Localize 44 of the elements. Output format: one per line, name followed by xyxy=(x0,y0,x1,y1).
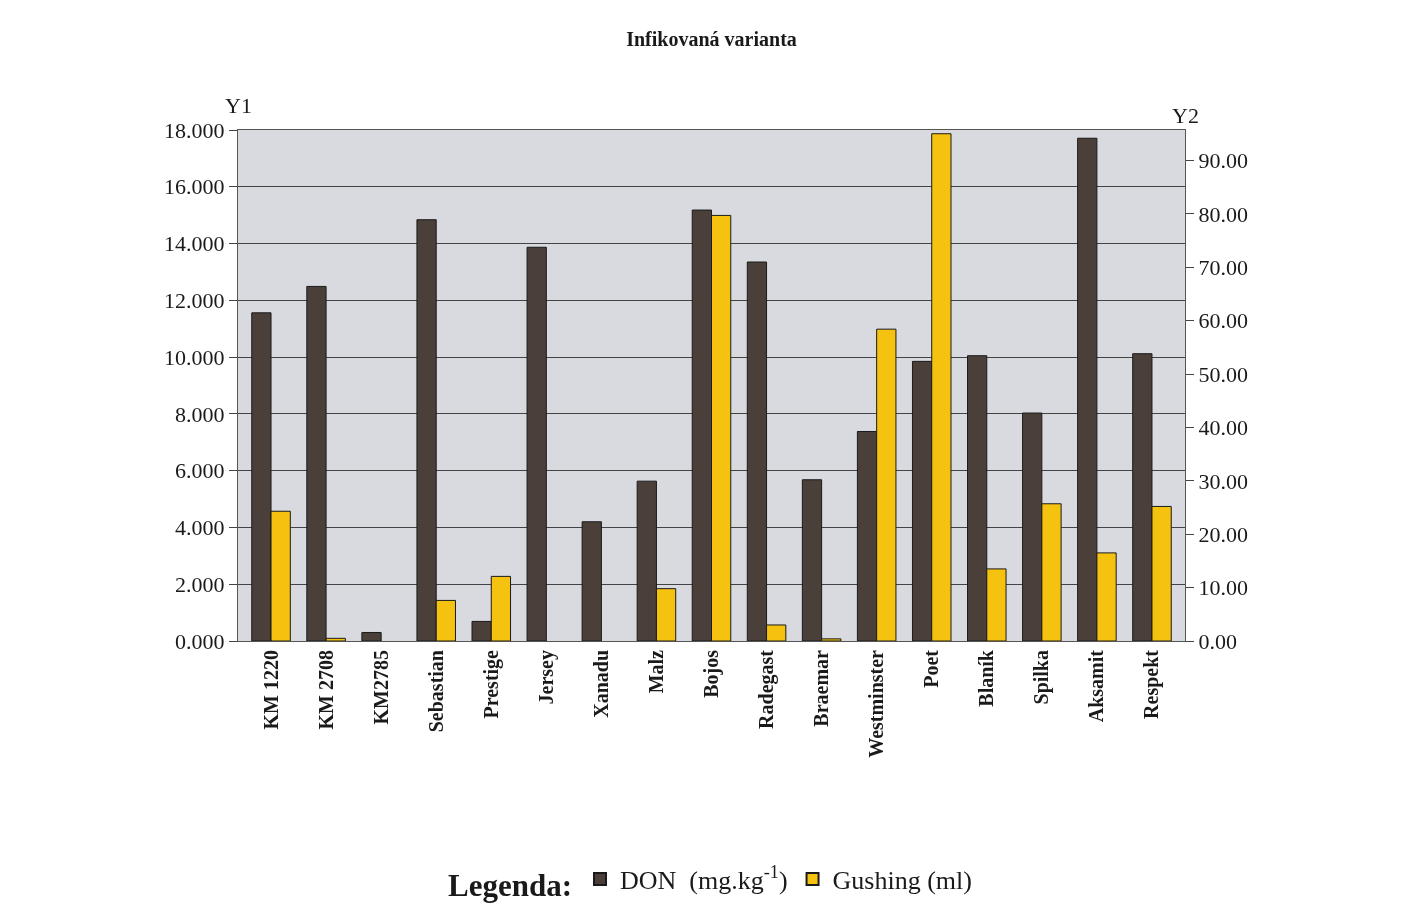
chart-title: Infikovaná varianta xyxy=(626,28,797,51)
y2-tick-label: 80.00 xyxy=(1198,201,1248,227)
y2-tick-label: 20.00 xyxy=(1198,521,1248,547)
x-tick-label: Prestige xyxy=(479,649,503,719)
y-tick-label: 4.000 xyxy=(175,515,225,541)
x-tick-label: KM2785 xyxy=(369,650,392,725)
x-tick-label: Xanadu xyxy=(589,650,612,718)
x-tick-label: Sebastian xyxy=(424,650,447,733)
bar xyxy=(361,631,382,641)
x-tick-label: Aksamit xyxy=(1085,649,1108,723)
y2-tick-label: 90.00 xyxy=(1198,148,1248,174)
x-tick-label: Blaník xyxy=(975,649,998,707)
x-tick-label: Braemar xyxy=(810,649,833,727)
legend-title: Legenda: xyxy=(448,867,572,903)
y2-tick-label: 50.00 xyxy=(1198,361,1248,387)
y2-tick-label: 0.00 xyxy=(1198,628,1237,654)
y-tick-label: 12.000 xyxy=(164,288,225,314)
legend-label: Gushing (ml) xyxy=(832,866,972,896)
x-tick-label: Westminster xyxy=(865,649,888,758)
y-tick-label: 10.000 xyxy=(164,344,225,370)
x-tick-label: Spilka xyxy=(1030,650,1054,705)
x-tick-label: Malz xyxy=(644,649,667,694)
y-tick-label: 14.000 xyxy=(164,231,225,257)
y2-tick-label: 70.00 xyxy=(1198,254,1248,280)
x-tick-label: KM 2708 xyxy=(314,650,337,730)
y2-tick-label: 30.00 xyxy=(1198,468,1248,494)
y-tick-label: 6.000 xyxy=(175,458,225,484)
y-tick-label: 2.000 xyxy=(175,571,225,597)
y2-tick-label: 60.00 xyxy=(1198,308,1248,334)
y2-axis-title: Y2 xyxy=(1172,103,1199,128)
y2-tick-label: 10.00 xyxy=(1198,575,1248,601)
y2-tick-label: 40.00 xyxy=(1198,415,1248,441)
y-tick-label: 18.000 xyxy=(164,117,225,143)
x-tick-label: Poet xyxy=(920,649,943,688)
x-tick-label: Jersey xyxy=(534,650,558,705)
x-tick-label: KM 1220 xyxy=(259,650,282,730)
x-tick-label: Bojos xyxy=(700,649,723,698)
y-tick-label: 16.000 xyxy=(164,174,225,200)
y-axis-title: Y1 xyxy=(225,93,252,118)
y-tick-label: 0.000 xyxy=(175,628,225,654)
x-tick-label: Respekt xyxy=(1140,649,1164,719)
x-tick-label: Radegast xyxy=(755,649,779,729)
y-tick-label: 8.000 xyxy=(175,401,225,427)
legend-label: DON (mg.kg$^{-1}$) xyxy=(620,862,788,896)
